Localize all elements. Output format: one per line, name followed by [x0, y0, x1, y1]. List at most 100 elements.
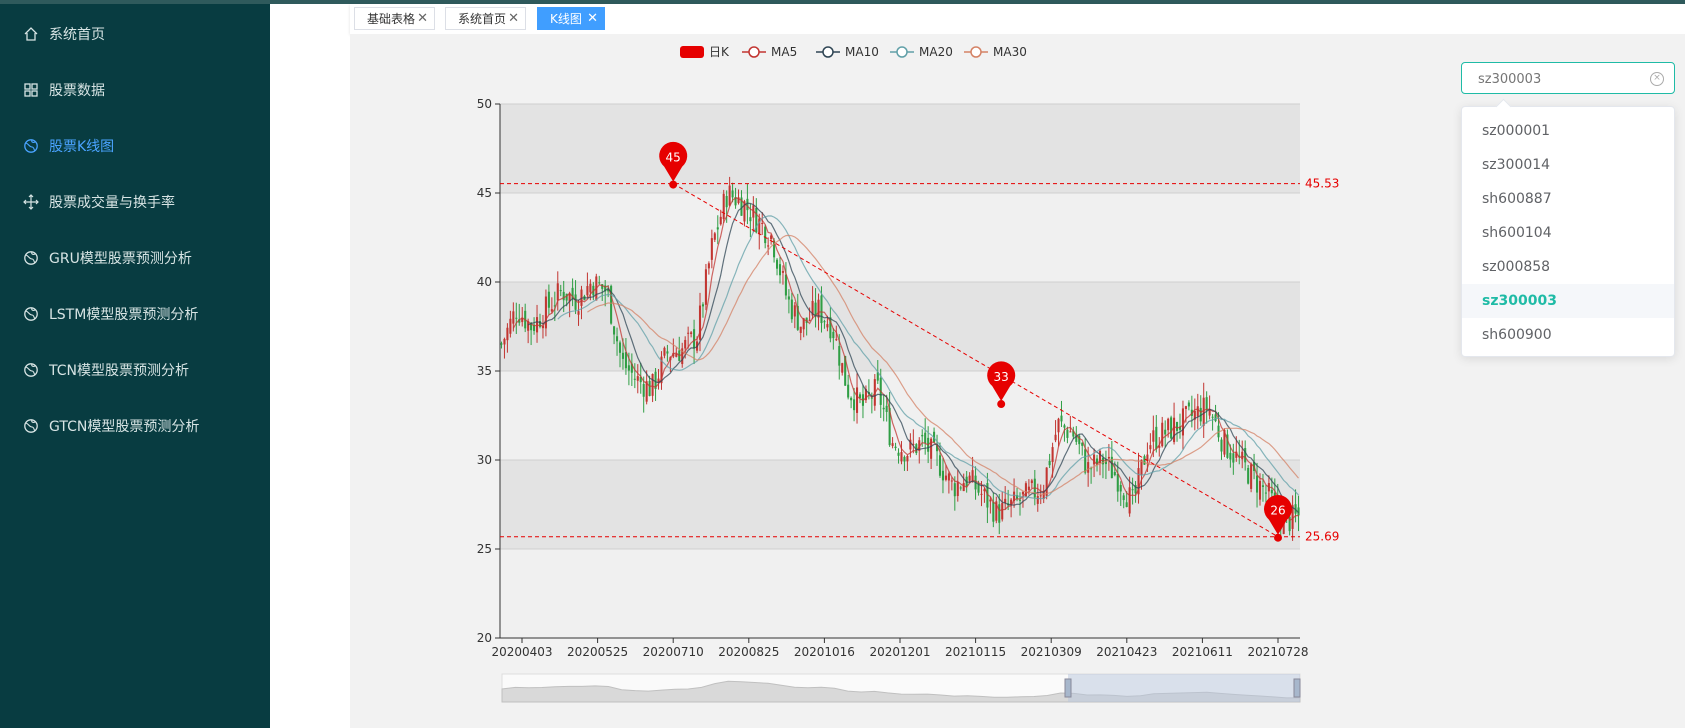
close-icon[interactable]: ✕ — [587, 11, 598, 26]
dropdown-option[interactable]: sz000858 — [1482, 259, 1551, 275]
kline-chart[interactable]: 20 25 30 35 40 45 50 20200403 20200525 20200710 20… — [350, 34, 1685, 728]
x-tick-label: 20210611 — [1172, 645, 1233, 659]
candle-body — [1297, 507, 1300, 516]
x-tick-label: 20200525 — [567, 645, 628, 659]
candle-body — [1214, 414, 1217, 422]
sidebar-item-3[interactable]: 股票K线图 — [0, 126, 270, 166]
markpoint-dot — [997, 400, 1006, 409]
candle-body — [1027, 486, 1030, 490]
dropdown-option[interactable]: sh600104 — [1482, 225, 1552, 241]
markpoint-pin — [987, 361, 1016, 402]
candle-body — [666, 351, 669, 354]
candle-body — [621, 352, 624, 359]
clear-icon[interactable]: × — [1650, 72, 1664, 86]
y-tick-label: 20 — [477, 631, 492, 645]
candle-body — [814, 302, 817, 317]
candle-body — [793, 305, 796, 317]
candle-body — [601, 284, 604, 289]
markpoint-label: 26 — [1270, 504, 1285, 518]
candle-body — [938, 455, 942, 476]
candle-body — [627, 365, 630, 371]
stock-select[interactable]: × — [1461, 62, 1675, 94]
x-tick-label: 20210309 — [1021, 645, 1082, 659]
markline-min-label: 25.69 — [1305, 530, 1339, 544]
tab-basic-table[interactable]: 基础表格 ✕ — [354, 7, 435, 30]
candle-body — [1270, 489, 1273, 494]
sidebar-item-4[interactable]: 股票成交量与换手率 — [0, 182, 270, 222]
dropdown-option[interactable]: sz300014 — [1482, 157, 1551, 173]
candle-body — [684, 339, 687, 349]
candle-body — [1066, 429, 1069, 438]
home-icon — [23, 26, 39, 42]
candle-body — [799, 326, 802, 333]
chart-band — [500, 460, 1300, 549]
ma20-line — [557, 215, 1299, 500]
candle-body — [832, 331, 835, 339]
sidebar-item-label: 股票成交量与换手率 — [49, 195, 175, 211]
candle-body — [645, 381, 648, 402]
candle-body — [642, 384, 645, 397]
candle-body — [983, 489, 986, 492]
legend-label: MA20 — [919, 45, 953, 59]
sidebar-item-5[interactable]: GRU模型股票预测分析 — [0, 238, 270, 278]
candle-body — [1039, 495, 1042, 497]
candle-body — [1143, 456, 1146, 465]
candle-body — [1021, 491, 1024, 495]
candle-body — [1042, 490, 1045, 499]
close-icon[interactable]: ✕ — [417, 11, 428, 26]
candle-body — [1125, 502, 1128, 507]
candle-body — [790, 299, 793, 320]
tab-label: K线图 — [550, 12, 582, 26]
candle-body — [1048, 460, 1051, 466]
tab-kline[interactable]: K线图 ✕ — [537, 7, 605, 30]
candle-body — [998, 504, 1001, 523]
candle-body — [716, 227, 719, 230]
candle-body — [1158, 445, 1161, 448]
sidebar-item-6[interactable]: LSTM模型股票预测分析 — [0, 294, 270, 334]
dropdown-option[interactable]: sh600887 — [1482, 191, 1552, 207]
tab-home[interactable]: 系统首页 ✕ — [445, 7, 526, 30]
candle-body — [568, 293, 571, 302]
candle-body — [1013, 491, 1016, 502]
candle-body — [1235, 451, 1238, 458]
sidebar-item-8[interactable]: GTCN模型股票预测分析 — [0, 406, 270, 446]
candle-body — [556, 283, 559, 301]
stock-search-input[interactable] — [1476, 69, 1640, 89]
candle-body — [1181, 408, 1184, 436]
sidebar-item-1[interactable]: 系统首页 — [0, 14, 270, 54]
datazoom-window — [1068, 674, 1300, 702]
x-tick-label: 20201016 — [794, 645, 855, 659]
candle-body — [959, 487, 962, 489]
candle-body — [1069, 431, 1072, 433]
candle-body — [1184, 406, 1187, 409]
tab-label: 系统首页 — [458, 12, 507, 26]
candle-body — [1149, 445, 1152, 450]
candle-body — [980, 493, 983, 495]
candle-body — [1202, 397, 1205, 426]
candle-body — [888, 407, 891, 446]
legend-ma-marker — [970, 46, 982, 58]
x-tick-label: 20210423 — [1096, 645, 1157, 659]
dropdown-option[interactable]: sz000001 — [1482, 123, 1551, 139]
candle-body — [547, 291, 550, 308]
candle-body — [654, 371, 657, 390]
close-icon[interactable]: ✕ — [508, 11, 519, 26]
dropdown-option[interactable]: sz300003 — [1462, 284, 1674, 318]
candle-body — [657, 378, 660, 384]
candle-body — [781, 271, 784, 273]
candle-body — [894, 446, 897, 448]
candle-body — [1057, 418, 1060, 433]
sidebar-item-2[interactable]: 股票数据 — [0, 70, 270, 110]
candle-body — [1018, 499, 1022, 501]
candle-body — [616, 336, 619, 342]
candle-body — [1107, 456, 1110, 459]
sidebar-item-label: 系统首页 — [49, 27, 105, 43]
candle-body — [950, 480, 953, 482]
dropdown-option[interactable]: sh600900 — [1482, 327, 1552, 343]
sidebar-item-7[interactable]: TCN模型股票预测分析 — [0, 350, 270, 390]
candle-body — [1264, 492, 1267, 494]
y-tick-label: 50 — [477, 97, 492, 111]
candle-body — [722, 193, 725, 220]
candle-body — [538, 321, 542, 327]
candle-body — [1122, 495, 1125, 501]
